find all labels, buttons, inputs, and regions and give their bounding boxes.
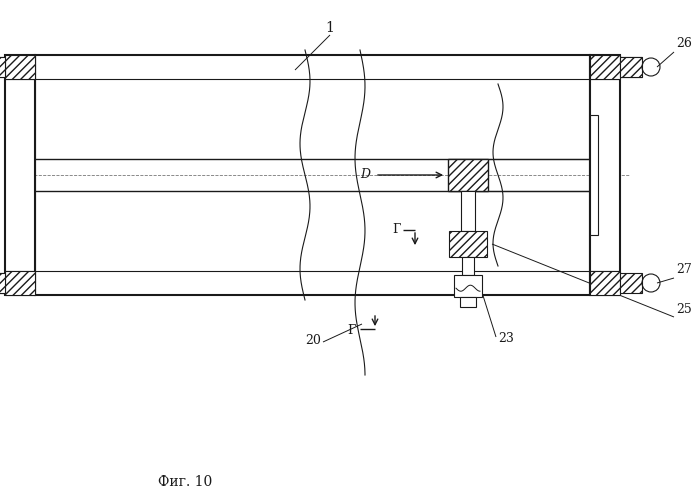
Bar — [35, 55, 590, 295]
Text: Фиг. 10: Фиг. 10 — [158, 475, 212, 489]
Bar — [590, 55, 620, 79]
Bar — [620, 273, 642, 293]
Text: Г: Г — [347, 324, 355, 337]
Bar — [5, 55, 35, 79]
Bar — [461, 191, 475, 231]
Bar — [0, 57, 5, 77]
Bar — [590, 271, 620, 295]
Text: 20: 20 — [305, 334, 321, 347]
Bar — [454, 275, 482, 297]
Bar — [590, 115, 598, 235]
Bar — [460, 297, 476, 307]
Bar — [0, 273, 5, 293]
Text: Г: Г — [392, 223, 401, 236]
Bar — [448, 159, 488, 191]
Text: 1: 1 — [326, 21, 334, 35]
Bar — [462, 257, 474, 275]
Bar — [449, 231, 487, 257]
Bar — [5, 55, 35, 295]
Text: 26: 26 — [676, 37, 692, 50]
Bar — [5, 271, 35, 295]
Bar — [620, 57, 642, 77]
Text: 25: 25 — [676, 303, 692, 316]
Bar — [590, 55, 620, 295]
Text: D: D — [360, 167, 370, 180]
Text: 27: 27 — [676, 263, 692, 276]
Text: 23: 23 — [498, 332, 514, 345]
